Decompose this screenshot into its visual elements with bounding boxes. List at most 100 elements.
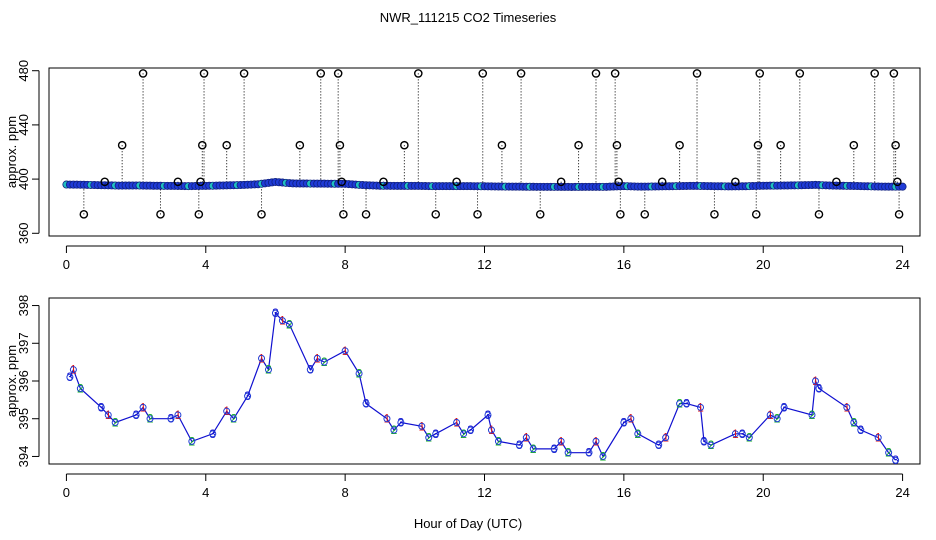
line-marker: [892, 456, 900, 464]
series-2-point: 2: [885, 446, 892, 460]
series-2-point: 2: [708, 438, 715, 452]
series-2-point: 2: [634, 427, 641, 441]
series-3-point: 3: [701, 434, 708, 448]
series-3-point: 3: [739, 427, 746, 441]
line-marker: [306, 366, 314, 374]
series-3-point: 3: [307, 363, 314, 377]
line-marker: [271, 309, 279, 317]
series-1-point: 1: [314, 351, 321, 365]
outlier-point: [657, 177, 667, 187]
series-3-point: 3: [586, 446, 593, 460]
series-1-point: 1: [105, 408, 112, 422]
series-2-point: 2: [286, 317, 293, 331]
line-marker: [766, 411, 774, 419]
y-tick-label: 394: [16, 446, 31, 468]
series-2-point: 2: [495, 434, 502, 448]
line-marker: [550, 445, 558, 453]
y-tick-label: 400: [16, 168, 31, 190]
outlier-point: [870, 69, 880, 78]
line-marker: [278, 317, 286, 325]
line-marker: [857, 426, 865, 434]
line-marker: [285, 320, 293, 328]
series-1-point: 1: [662, 431, 669, 445]
x-tick-label: 12: [477, 485, 491, 500]
line-marker: [320, 358, 328, 366]
series-1-point: 1: [523, 431, 530, 445]
outlier-point: [222, 140, 231, 150]
outlier-point: [452, 177, 461, 187]
top-panel: 0 4 8 12 16 20 24 360 400 440 480 approx. ppm: [4, 60, 921, 272]
series-1-point: 1: [258, 351, 265, 365]
series-2-point: 2: [77, 382, 84, 396]
chart-title: NWR_111215 CO2 Timeseries: [380, 10, 557, 25]
outlier-point: [640, 210, 650, 219]
line-marker: [66, 373, 74, 381]
outlier-point: [138, 69, 148, 78]
line-marker: [773, 415, 781, 423]
y-tick-label: 397: [16, 332, 31, 354]
line-marker: [362, 400, 370, 408]
series-1-point: 1: [593, 434, 600, 448]
line-marker: [808, 411, 816, 419]
line-marker: [522, 434, 530, 442]
x-tick-label: 4: [202, 485, 209, 500]
line-marker: [453, 419, 461, 426]
outlier-point: [156, 210, 165, 219]
outlier-point: [295, 140, 305, 150]
outlier-point: [675, 140, 684, 150]
outlier-point: [79, 210, 89, 219]
line-marker: [620, 419, 628, 426]
outlier-point: [197, 140, 207, 150]
outlier-point: [516, 69, 526, 78]
line-marker: [529, 445, 537, 453]
line-marker: [104, 411, 112, 419]
outlier-point: [731, 177, 740, 187]
line-marker: [69, 366, 77, 374]
line-marker: [139, 403, 147, 411]
outlier-point: [414, 69, 423, 78]
series-1-point: 1: [279, 314, 286, 328]
series-3-point: 3: [816, 382, 823, 396]
x-tick-label: 16: [617, 485, 631, 500]
outlier-point: [776, 140, 785, 150]
y-tick-label: 480: [16, 60, 31, 82]
line-marker: [874, 434, 882, 442]
x-tick-label: 12: [477, 257, 491, 272]
series-1-point: 1: [453, 416, 460, 430]
series-1-point: 1: [140, 400, 147, 414]
line-marker: [467, 426, 475, 434]
line-marker: [592, 437, 600, 445]
series-2-point: 2: [746, 431, 753, 445]
line-marker: [811, 377, 819, 385]
series-2-point: 2: [809, 408, 816, 422]
line-marker: [484, 411, 492, 419]
series-3-point: 3: [621, 416, 628, 430]
series-2-point: 2: [530, 442, 537, 456]
x-tick-label: 0: [63, 485, 70, 500]
line-marker: [700, 437, 708, 445]
series-3-point: 3: [781, 400, 788, 414]
series-3-point: 3: [857, 423, 864, 437]
series-3-point: 3: [485, 408, 492, 422]
outlier-point: [814, 210, 824, 219]
outlier-point: [755, 69, 765, 78]
series-2-point: 2: [565, 446, 572, 460]
line-marker: [599, 452, 607, 460]
line-marker: [815, 385, 823, 393]
top-plot-frame: [48, 67, 921, 237]
y-tick-label: 440: [16, 114, 31, 136]
x-axis-title: Hour of Day (UTC): [414, 516, 522, 531]
series-1-point: 1: [175, 408, 182, 422]
series-2-point: 2: [774, 412, 781, 426]
line-marker: [627, 415, 635, 423]
line-marker: [557, 437, 565, 445]
line-marker: [683, 400, 691, 408]
line-marker: [397, 419, 405, 426]
y-tick-label: 360: [16, 222, 31, 244]
y-tick-label: 395: [16, 408, 31, 430]
x-tick-label: 24: [895, 257, 909, 272]
line-marker: [223, 407, 231, 415]
bottom-y-axis-title: approx. ppm: [4, 345, 19, 417]
line-marker: [76, 385, 84, 393]
outlier-point: [795, 69, 805, 78]
